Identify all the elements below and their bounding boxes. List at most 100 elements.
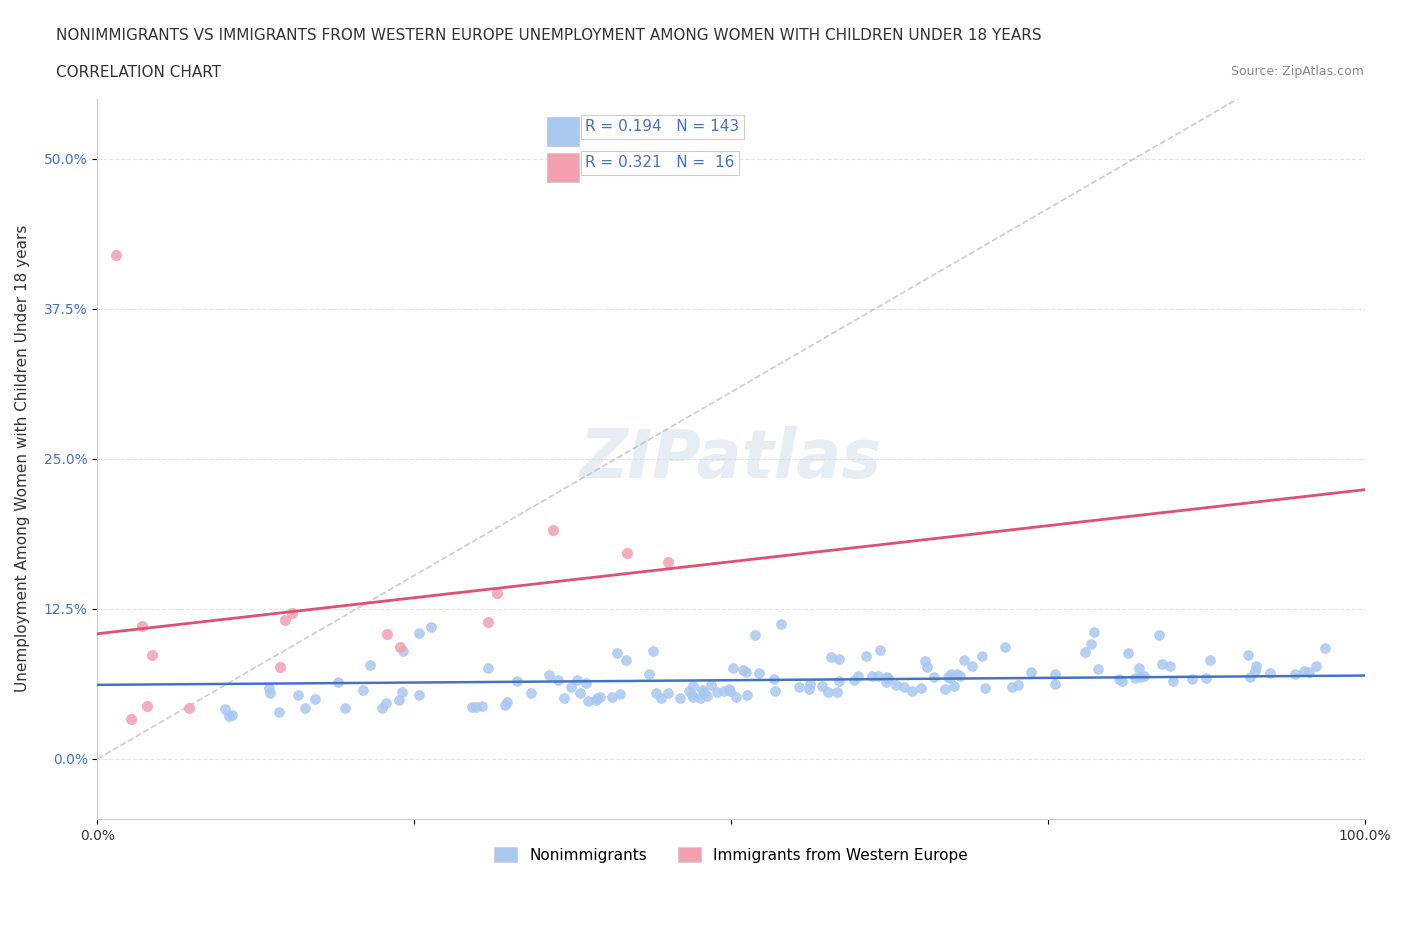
Point bbox=[744, 628, 766, 643]
Point bbox=[735, 664, 758, 679]
Point bbox=[259, 686, 281, 701]
Point bbox=[844, 672, 866, 687]
Point bbox=[560, 680, 582, 695]
Point bbox=[763, 684, 786, 698]
Point bbox=[585, 693, 607, 708]
Point bbox=[1258, 666, 1281, 681]
Point bbox=[724, 690, 747, 705]
Point bbox=[637, 666, 659, 681]
Point bbox=[333, 701, 356, 716]
Point bbox=[589, 689, 612, 704]
Point bbox=[1132, 668, 1154, 683]
Text: R = 0.194   N = 143: R = 0.194 N = 143 bbox=[585, 119, 740, 134]
Text: CORRELATION CHART: CORRELATION CHART bbox=[56, 65, 221, 80]
Point bbox=[1243, 664, 1265, 679]
Point bbox=[465, 699, 488, 714]
Point bbox=[884, 677, 907, 692]
Point bbox=[1236, 647, 1258, 662]
Point bbox=[876, 670, 898, 684]
Point bbox=[820, 650, 842, 665]
Point bbox=[717, 682, 740, 697]
Point bbox=[1195, 671, 1218, 685]
Point bbox=[811, 678, 834, 693]
Point bbox=[797, 681, 820, 696]
Point bbox=[1181, 671, 1204, 686]
Point bbox=[949, 669, 972, 684]
Point bbox=[901, 684, 924, 698]
Point bbox=[1163, 673, 1185, 688]
Point bbox=[371, 701, 394, 716]
Point bbox=[547, 672, 569, 687]
Point bbox=[375, 626, 398, 641]
Point bbox=[494, 698, 516, 712]
Point bbox=[328, 674, 350, 689]
Point bbox=[690, 682, 713, 697]
FancyBboxPatch shape bbox=[547, 153, 579, 181]
Point bbox=[1150, 657, 1173, 671]
Point bbox=[388, 640, 411, 655]
Point bbox=[1239, 670, 1261, 684]
Point bbox=[974, 680, 997, 695]
Point bbox=[606, 645, 628, 660]
Point bbox=[214, 701, 236, 716]
Point bbox=[1123, 671, 1146, 685]
Point bbox=[392, 644, 415, 658]
Point bbox=[391, 684, 413, 699]
Point bbox=[828, 673, 851, 688]
Point bbox=[374, 696, 396, 711]
Point bbox=[1087, 662, 1109, 677]
Point bbox=[1129, 670, 1152, 684]
Point bbox=[700, 677, 723, 692]
Point bbox=[735, 687, 758, 702]
Point bbox=[914, 654, 936, 669]
Point bbox=[817, 684, 839, 699]
Point bbox=[179, 700, 201, 715]
Point bbox=[477, 615, 499, 630]
Point bbox=[281, 605, 304, 620]
Point bbox=[1313, 640, 1336, 655]
Point bbox=[1111, 673, 1133, 688]
Point bbox=[643, 644, 665, 658]
Point bbox=[1080, 637, 1102, 652]
Point bbox=[970, 649, 993, 664]
Point bbox=[922, 670, 945, 684]
Point bbox=[575, 675, 598, 690]
Point bbox=[789, 680, 811, 695]
Point bbox=[748, 666, 770, 681]
Point bbox=[408, 688, 430, 703]
Point bbox=[105, 247, 128, 262]
Point bbox=[221, 707, 243, 722]
Point bbox=[496, 695, 519, 710]
Point bbox=[682, 689, 704, 704]
Text: NONIMMIGRANTS VS IMMIGRANTS FROM WESTERN EUROPE UNEMPLOYMENT AMONG WOMEN WITH CH: NONIMMIGRANTS VS IMMIGRANTS FROM WESTERN… bbox=[56, 28, 1042, 43]
Point bbox=[875, 674, 897, 689]
Point bbox=[408, 626, 430, 641]
Point bbox=[1298, 665, 1320, 680]
Point bbox=[721, 660, 744, 675]
Point bbox=[359, 658, 381, 672]
Point bbox=[1019, 664, 1042, 679]
Point bbox=[1292, 664, 1315, 679]
Point bbox=[893, 680, 915, 695]
Point bbox=[616, 545, 638, 560]
Point bbox=[953, 653, 976, 668]
Point bbox=[388, 692, 411, 707]
Point bbox=[799, 677, 821, 692]
Point bbox=[657, 685, 679, 700]
Point bbox=[706, 684, 728, 699]
Point bbox=[678, 684, 700, 698]
Point bbox=[825, 684, 848, 699]
Point bbox=[304, 692, 326, 707]
Point bbox=[460, 699, 482, 714]
Point bbox=[1074, 644, 1097, 659]
Point bbox=[609, 686, 631, 701]
Point bbox=[650, 690, 672, 705]
Point bbox=[136, 698, 159, 713]
Point bbox=[1199, 653, 1222, 668]
Point bbox=[576, 694, 599, 709]
Point bbox=[1007, 678, 1029, 693]
Y-axis label: Unemployment Among Women with Children Under 18 years: Unemployment Among Women with Children U… bbox=[15, 225, 30, 693]
Point bbox=[868, 669, 890, 684]
Point bbox=[682, 679, 704, 694]
Point bbox=[352, 683, 374, 698]
